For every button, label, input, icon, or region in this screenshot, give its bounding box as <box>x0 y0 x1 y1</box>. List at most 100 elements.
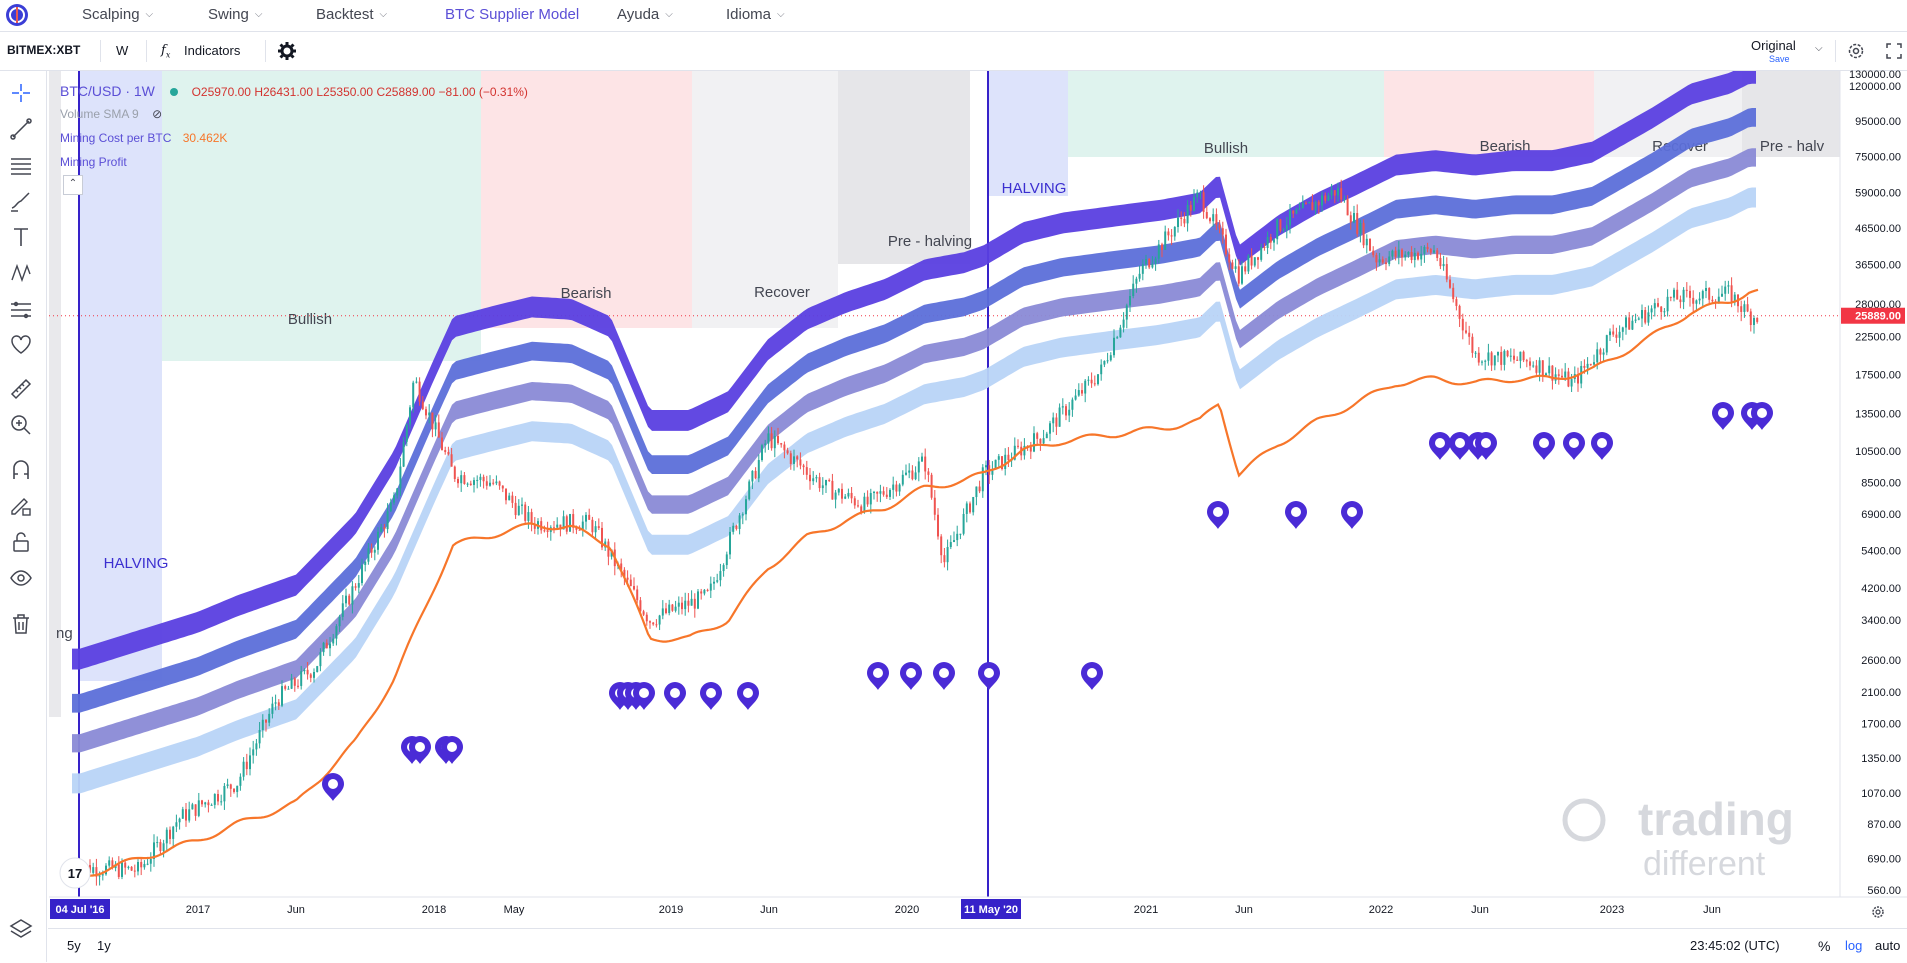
legend-mining-cost[interactable]: Mining Cost per BTC 30.462K <box>60 131 228 145</box>
candle-body <box>975 486 978 498</box>
candle-body <box>1513 355 1515 360</box>
auto-toggle[interactable]: auto <box>1875 938 1901 953</box>
range-1y[interactable]: 1y <box>97 938 111 953</box>
pattern-icon[interactable] <box>8 260 34 286</box>
candle-body <box>306 669 309 675</box>
chevron-down-icon[interactable]: ⌵ <box>1815 43 1823 54</box>
log-toggle[interactable]: log <box>1845 938 1863 953</box>
legend-volume[interactable]: Volume SMA 9 ⊘ <box>60 107 163 121</box>
candle-body <box>1279 219 1282 231</box>
candle-body <box>1535 365 1538 373</box>
menu-ayuda[interactable]: Ayuda ⌵ <box>617 6 673 23</box>
candle-body <box>1378 259 1381 263</box>
interval-button[interactable]: W <box>116 43 129 58</box>
candle-body <box>815 477 818 479</box>
menu-swing[interactable]: Swing ⌵ <box>208 6 263 23</box>
candle-body <box>277 702 280 706</box>
candle-body <box>633 586 635 590</box>
zoom-icon[interactable] <box>8 412 34 438</box>
symbol-search[interactable]: BITMEX:XBT <box>7 43 81 57</box>
ruler-icon[interactable] <box>8 376 34 402</box>
candle-body <box>1292 210 1295 214</box>
candle-body <box>348 595 351 605</box>
menu-btc-supplier-model[interactable]: BTC Supplier Model <box>445 6 580 23</box>
candle-body <box>255 743 258 750</box>
indicators-button[interactable]: Indicators <box>184 43 241 58</box>
tradingview-logo: 17 <box>68 866 82 881</box>
candle-body <box>802 465 805 468</box>
candle-body <box>793 456 795 464</box>
pencil-lock-icon[interactable] <box>8 493 34 519</box>
candle-body <box>1340 188 1343 200</box>
candle-body <box>1090 379 1093 384</box>
collapse-legend-button[interactable]: ⌃ <box>63 175 83 195</box>
brush-icon[interactable] <box>8 188 34 214</box>
price-tick-label: 10500.00 <box>1855 446 1901 458</box>
percent-toggle[interactable]: % <box>1818 938 1831 954</box>
candle-body <box>124 862 127 868</box>
candle-body <box>556 524 559 528</box>
candle-body <box>373 549 376 553</box>
candle-body <box>153 842 155 859</box>
signal-marker-icon <box>1751 402 1773 430</box>
candle-body <box>565 516 568 532</box>
candle-body <box>1212 214 1215 222</box>
candle-body <box>258 730 261 744</box>
legend-mining-profit[interactable]: Mining Profit <box>60 155 127 169</box>
eye-icon[interactable] <box>8 565 34 591</box>
trash-icon[interactable] <box>8 611 34 637</box>
prediction-icon[interactable] <box>8 296 34 322</box>
range-5y[interactable]: 5y <box>67 938 81 953</box>
lock-icon[interactable] <box>8 529 34 555</box>
candle-body <box>1625 317 1627 328</box>
candle-body <box>1129 296 1131 306</box>
candle-body <box>162 843 165 852</box>
candle-body <box>1145 259 1147 265</box>
candle-body <box>834 492 837 500</box>
candle-body <box>997 456 1000 460</box>
app-logo-icon[interactable] <box>6 4 28 26</box>
price-tick-label: 8500.00 <box>1861 478 1901 490</box>
candle-body <box>853 498 856 506</box>
trend-line-icon[interactable] <box>8 116 34 142</box>
candle-body <box>754 470 757 479</box>
menu-scalping[interactable]: Scalping ⌵ <box>82 6 154 23</box>
candle-body <box>133 870 136 872</box>
candle-body <box>178 818 181 823</box>
candle-body <box>1068 409 1071 416</box>
settings-icon[interactable] <box>1846 41 1866 61</box>
candle-body <box>1039 438 1042 444</box>
candle-body <box>780 443 783 445</box>
candle-body <box>1650 308 1653 313</box>
magnet-icon[interactable] <box>8 457 34 483</box>
price-tick-label: 3400.00 <box>1861 615 1901 627</box>
legend-main: BTC/USD · 1W O25970.00 H26431.00 L25350.… <box>60 83 528 99</box>
candle-body <box>1343 199 1346 201</box>
candle-body <box>1391 250 1394 257</box>
eye-off-icon[interactable]: ⊘ <box>152 107 163 121</box>
layers-icon[interactable] <box>8 916 34 942</box>
menu-backtest[interactable]: Backtest ⌵ <box>316 6 388 23</box>
legend-pair[interactable]: BTC/USD · 1W <box>60 83 155 99</box>
fullscreen-icon[interactable] <box>1884 41 1904 61</box>
candle-body <box>1727 285 1730 287</box>
candle-body <box>191 804 194 810</box>
candle-body <box>95 867 98 877</box>
scale-mode-select[interactable]: Original <box>1751 38 1796 53</box>
candle-body <box>1599 349 1602 355</box>
candle-body <box>572 514 575 528</box>
menu-idioma[interactable]: Idioma ⌵ <box>726 6 785 23</box>
heart-icon[interactable] <box>8 332 34 358</box>
candle-body <box>1561 375 1563 378</box>
crosshair-icon[interactable] <box>8 80 34 106</box>
gear-icon[interactable] <box>276 40 298 62</box>
candle-body <box>735 525 738 529</box>
save-label[interactable]: Save <box>1769 54 1790 64</box>
candle-body <box>850 492 853 499</box>
fib-retracement-icon[interactable] <box>8 152 34 178</box>
signal-marker-icon <box>978 662 1000 690</box>
text-icon[interactable] <box>8 224 34 250</box>
candle-body <box>1487 352 1490 361</box>
candle-body <box>1433 250 1435 253</box>
